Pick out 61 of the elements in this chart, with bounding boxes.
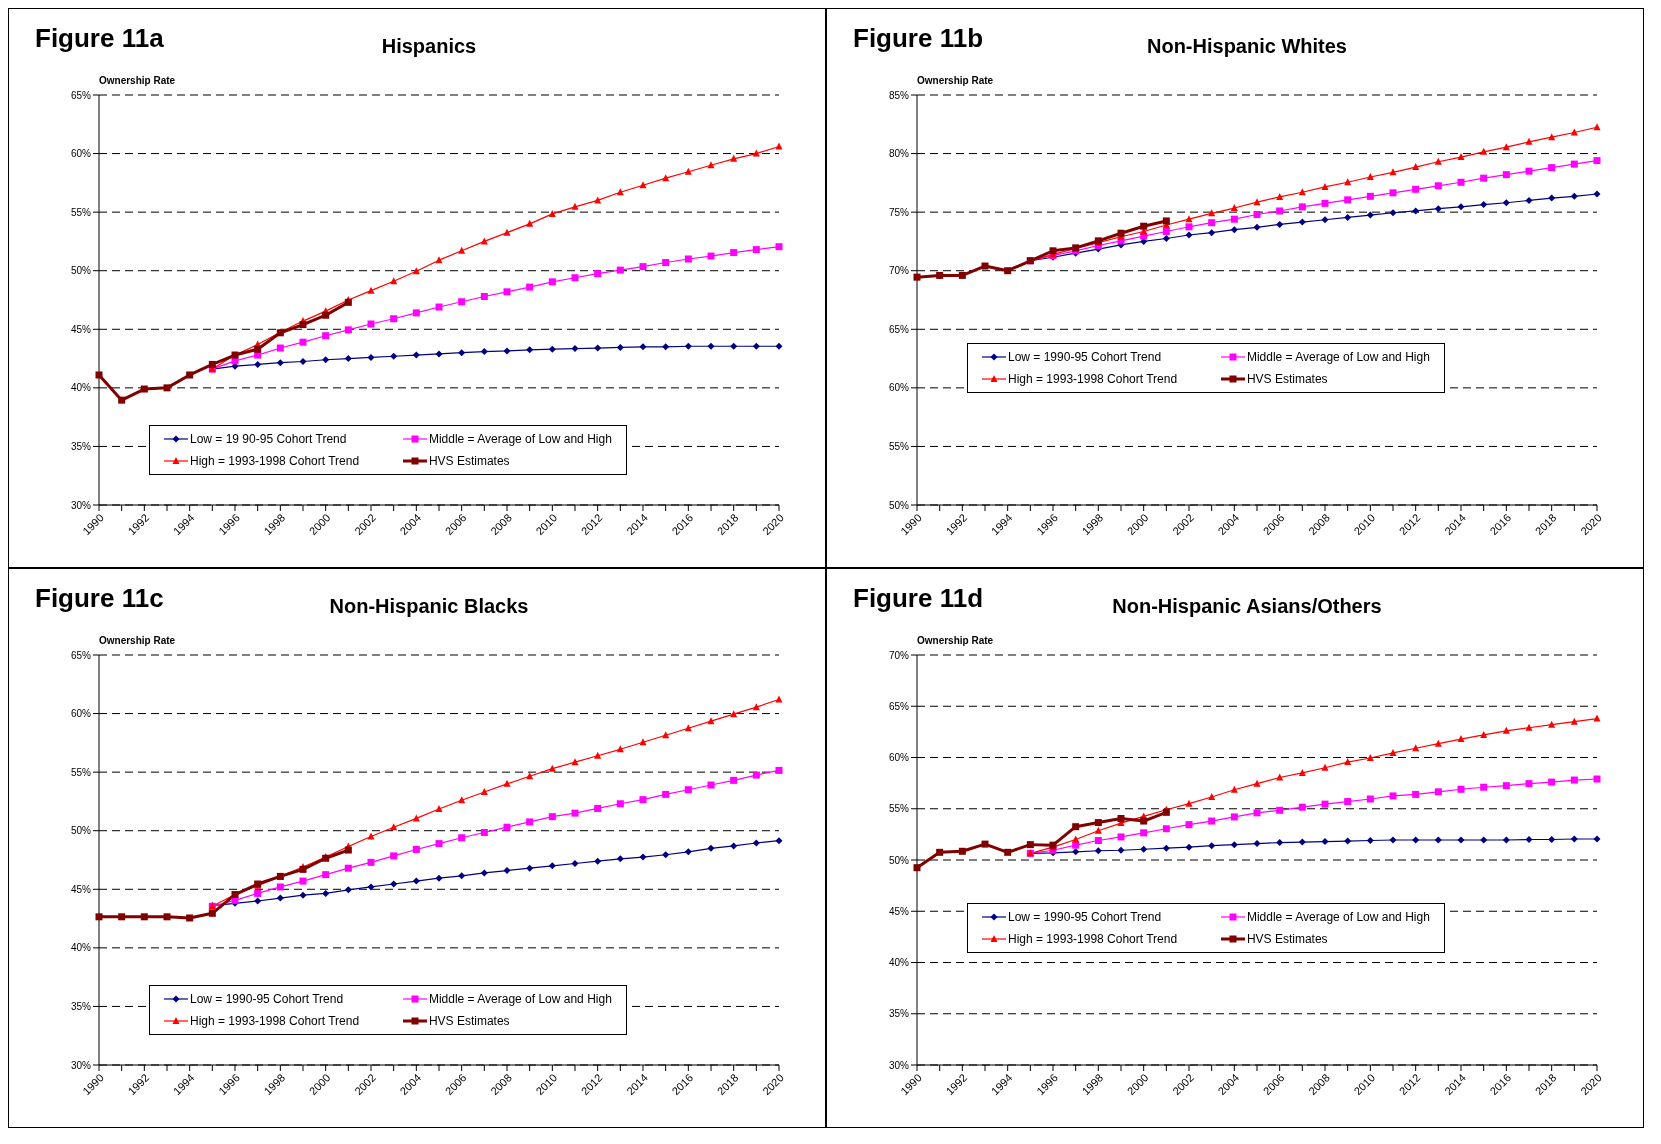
chart-title: Hispanics (380, 35, 478, 58)
y-tick-label: 30% (70, 499, 92, 511)
legend-label: Middle = Average of Low and High (428, 991, 612, 1006)
y-tick-label: 55% (70, 766, 92, 778)
caption: Figure 11d (853, 583, 984, 614)
y-tick-label: 50% (70, 265, 92, 277)
y-tick-label: 30% (70, 1059, 92, 1071)
y-tick-label: 70% (888, 649, 910, 661)
y-tick-label: 60% (70, 708, 92, 720)
y-tick-label: 55% (70, 206, 92, 218)
caption: Figure 11b (853, 23, 984, 54)
chart-title: Non-Hispanic Asians/Others (1111, 595, 1383, 618)
y-axis-title: Ownership Rate (917, 635, 994, 646)
legend-label: High = 1993-1998 Cohort Trend (190, 1013, 360, 1028)
y-tick-label: 40% (70, 942, 92, 954)
y-tick-label: 50% (888, 854, 910, 866)
chart-title: Non-Hispanic Whites (1146, 35, 1348, 58)
legend-label: Middle = Average of Low and High (1246, 909, 1430, 924)
caption: Figure 11c (35, 583, 164, 614)
legend-label: Low = 1990-95 Cohort Trend (1008, 349, 1162, 364)
y-tick-label: 60% (888, 752, 910, 764)
y-tick-label: 35% (888, 1008, 910, 1020)
y-tick-label: 75% (888, 206, 910, 218)
y-axis-title: Ownership Rate (917, 75, 994, 86)
legend-label: Low = 19 90-95 Cohort Trend (190, 431, 347, 446)
y-tick-label: 45% (70, 323, 92, 335)
legend-label: Middle = Average of Low and High (428, 431, 612, 446)
y-tick-label: 55% (888, 440, 910, 452)
y-tick-label: 35% (70, 440, 92, 452)
y-tick-label: 70% (888, 265, 910, 277)
y-axis-title: Ownership Rate (99, 75, 176, 86)
y-tick-label: 65% (70, 649, 92, 661)
y-tick-label: 30% (888, 1059, 910, 1071)
y-tick-label: 55% (888, 803, 910, 815)
caption: Figure 11a (35, 23, 164, 54)
legend-label: High = 1993-1998 Cohort Trend (1008, 371, 1178, 386)
y-tick-label: 65% (888, 323, 910, 335)
legend-label: Low = 1990-95 Cohort Trend (1008, 909, 1162, 924)
y-tick-label: 40% (70, 382, 92, 394)
y-tick-label: 50% (888, 499, 910, 511)
y-tick-label: 35% (70, 1000, 92, 1012)
y-tick-label: 65% (888, 700, 910, 712)
legend-label: HVS Estimates (1246, 931, 1328, 946)
y-tick-label: 80% (888, 148, 910, 160)
y-tick-label: 60% (70, 148, 92, 160)
y-tick-label: 45% (888, 905, 910, 917)
y-tick-label: 65% (70, 89, 92, 101)
legend-label: Low = 1990-95 Cohort Trend (190, 991, 344, 1006)
chart-title: Non-Hispanic Blacks (328, 595, 530, 618)
y-tick-label: 50% (70, 825, 92, 837)
y-tick-label: 60% (888, 382, 910, 394)
legend-label: HVS Estimates (428, 1013, 510, 1028)
legend-label: High = 1993-1998 Cohort Trend (1008, 931, 1178, 946)
legend-label: High = 1993-1998 Cohort Trend (190, 453, 360, 468)
legend-label: HVS Estimates (428, 453, 510, 468)
legend-label: Middle = Average of Low and High (1246, 349, 1430, 364)
y-tick-label: 40% (888, 957, 910, 969)
y-tick-label: 45% (70, 883, 92, 895)
legend-label: HVS Estimates (1246, 371, 1328, 386)
y-axis-title: Ownership Rate (99, 635, 176, 646)
y-tick-label: 85% (888, 89, 910, 101)
